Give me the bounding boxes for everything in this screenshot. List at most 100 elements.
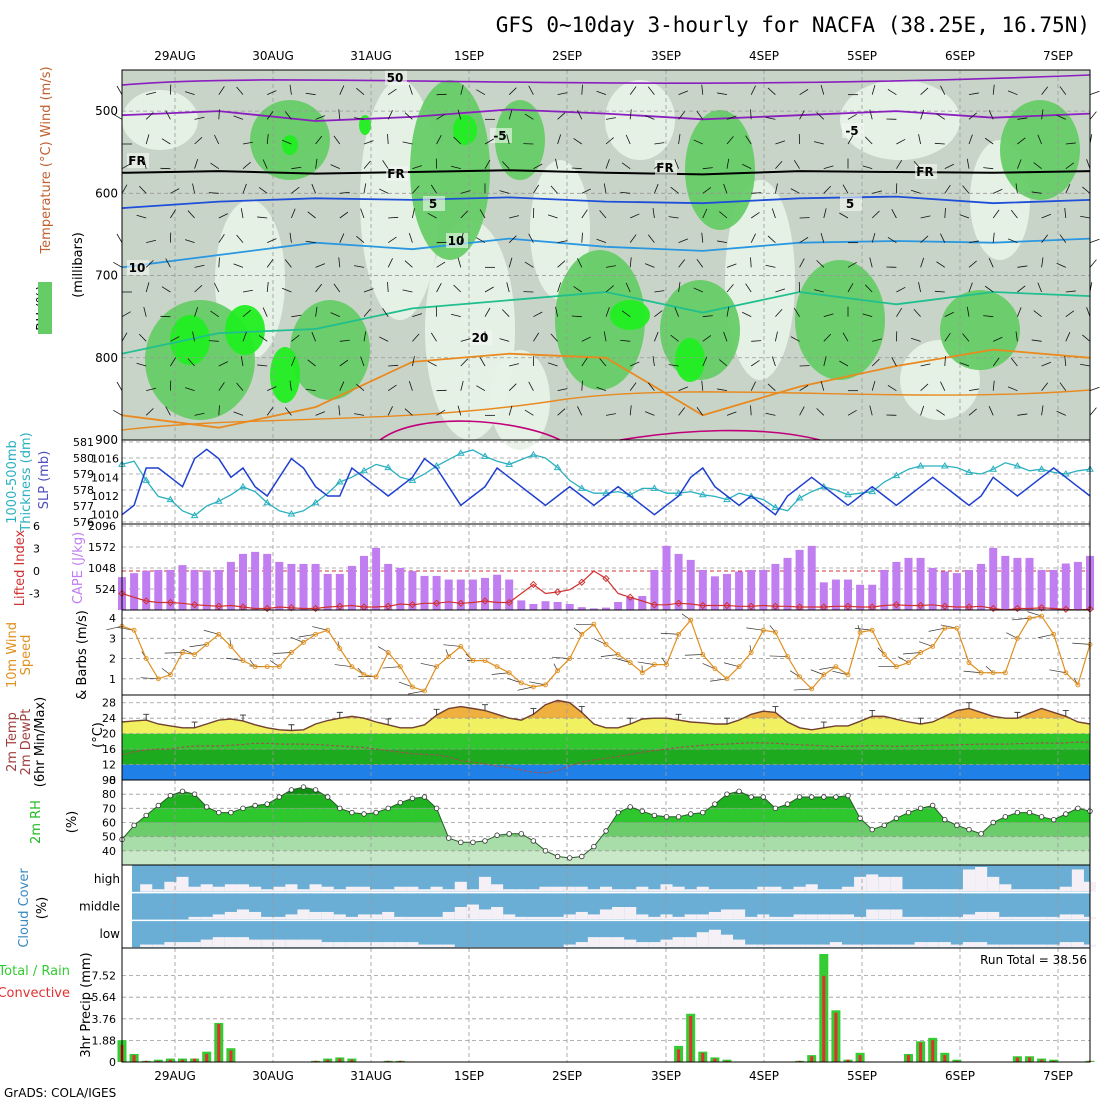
- cloud-cell-low: [599, 937, 613, 947]
- wind-barb: [184, 239, 195, 244]
- precip-convective-bar: [907, 1055, 910, 1062]
- rh-contour-region: [122, 90, 198, 150]
- thickness-tick-label: 578: [73, 484, 94, 497]
- cloud-cell-middle: [999, 916, 1012, 920]
- cape-bar: [710, 576, 719, 610]
- wind-barb: [749, 645, 752, 653]
- wind-barb: [869, 405, 873, 416]
- wind-barb: [1065, 142, 1076, 145]
- cape-bar: [565, 603, 574, 610]
- wind-barb: [723, 662, 740, 668]
- cloud-cell-middle: [370, 914, 383, 920]
- cloud-cell-low: [890, 944, 903, 947]
- wind-barb: [436, 409, 446, 416]
- thickness-axis-label: 1000-500mbThickness (dm): [5, 432, 34, 532]
- wind-barb: [775, 160, 783, 169]
- rh-point: [385, 805, 391, 812]
- wind-speed-point: [881, 652, 887, 657]
- rh-contour-region: [453, 115, 477, 145]
- wind-barb: [769, 655, 788, 657]
- wind-speed-point: [228, 643, 234, 649]
- cloud-cell-middle: [442, 911, 455, 920]
- cape-bar: [880, 569, 889, 610]
- rh-point: [821, 794, 827, 800]
- lifted-index-point: [674, 599, 683, 607]
- cape-bar: [456, 579, 465, 610]
- wind-barb: [847, 261, 857, 268]
- wind-barb: [966, 306, 970, 317]
- temp-tick-label: 28: [102, 697, 116, 710]
- wind-barb: [984, 137, 994, 145]
- thickness-point: [892, 471, 901, 479]
- dewpoint-line: [121, 741, 1090, 774]
- wind-barb: [528, 233, 534, 243]
- wind-speed-point: [809, 686, 815, 692]
- precip-tick-label: 0: [109, 1056, 116, 1069]
- precip-tick-label: 7.52: [92, 970, 117, 983]
- rh-point: [651, 812, 658, 819]
- wind-barb: [726, 115, 737, 120]
- wind-barb: [940, 233, 946, 243]
- cloud-cell-high: [152, 889, 165, 892]
- cloud-cell-low: [624, 939, 637, 947]
- wind-barb: [630, 213, 640, 219]
- wind-barb: [550, 333, 558, 342]
- wind-barb: [920, 235, 929, 243]
- wind-speed-point: [434, 664, 440, 670]
- wind-barb: [242, 289, 253, 293]
- wind-barb: [242, 161, 251, 169]
- wind-barb: [605, 159, 610, 169]
- wind-barb: [430, 332, 437, 342]
- lifted-index-point: [311, 604, 320, 613]
- wind-barb: [985, 665, 994, 673]
- cloud-cell-low: [382, 942, 395, 947]
- wind-barb: [315, 411, 326, 416]
- wind-barb: [793, 307, 800, 317]
- contour-label-bg: [840, 196, 862, 211]
- thickness-tick-label: 579: [73, 468, 94, 481]
- wind-barb: [702, 187, 712, 194]
- wind-barb: [936, 113, 946, 120]
- wind-barb: [258, 335, 268, 342]
- wind-barb: [600, 654, 619, 657]
- slp-axis-label-line: SLP (mb): [37, 451, 52, 510]
- cape-bar: [952, 573, 961, 610]
- wind-barb: [647, 382, 655, 391]
- wind-barb: [339, 381, 345, 391]
- wind-barb: [354, 117, 365, 120]
- wind-barb: [387, 258, 393, 268]
- wind-barb: [242, 183, 247, 194]
- wind-barb: [769, 625, 776, 633]
- wind-barb: [573, 138, 583, 145]
- rh-point: [1026, 809, 1033, 816]
- cloud-cell-middle: [720, 909, 734, 920]
- cloud-cell-low: [152, 944, 165, 947]
- wind-barb: [816, 260, 825, 268]
- wind-barb: [581, 380, 583, 391]
- wind-speed-point: [397, 664, 403, 670]
- wind-barb: [993, 336, 1003, 342]
- wind-barb: [599, 210, 607, 219]
- thickness-point: [408, 476, 417, 483]
- wind-barb: [571, 315, 582, 318]
- temp-max-marker: [869, 710, 876, 717]
- wind-speed-point: [785, 654, 790, 659]
- wind-barb: [460, 190, 471, 194]
- wind-barb: [218, 361, 228, 367]
- rh-point: [143, 812, 149, 819]
- contour-label: 5: [429, 197, 437, 211]
- rh-point: [470, 839, 476, 846]
- wind-barb: [988, 406, 994, 416]
- rh-contour-region: [840, 80, 960, 160]
- cloud-cell-middle: [394, 916, 407, 920]
- wind-barb: [1089, 111, 1097, 120]
- slp-tick-label: 1016: [91, 453, 119, 466]
- wind-barb: [962, 333, 970, 342]
- thickness-point: [940, 462, 949, 469]
- wind-barb: [356, 383, 365, 391]
- wind-tick-label: 2: [109, 653, 116, 666]
- wind-barb: [218, 257, 220, 268]
- rh-contour-region: [290, 300, 370, 400]
- wind-barb: [968, 388, 979, 392]
- wind-barb: [717, 92, 728, 96]
